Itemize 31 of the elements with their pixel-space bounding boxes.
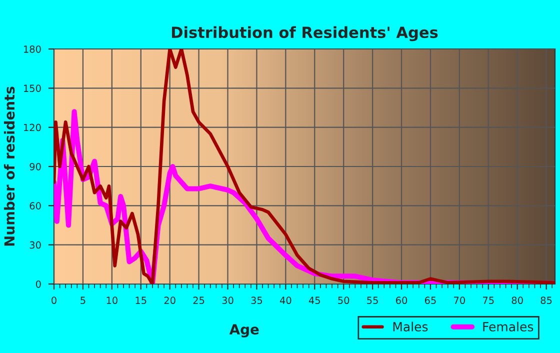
- x-tick-label: 20: [164, 296, 176, 304]
- x-tick-label: 40: [280, 296, 292, 304]
- x-tick-label: 10: [106, 296, 118, 304]
- y-tick-label: 180: [24, 45, 41, 53]
- y-tick-label: 60: [30, 202, 41, 210]
- legend-label: Males: [393, 322, 428, 332]
- chart-title: Distribution of Residents' Ages: [172, 26, 438, 42]
- y-axis-title: Number of residents: [4, 86, 15, 246]
- y-tick-label: 30: [30, 241, 41, 249]
- x-tick-label: 60: [396, 296, 408, 304]
- x-tick-label: 55: [367, 296, 378, 304]
- y-tick-label: 150: [24, 84, 41, 92]
- line-series: [54, 49, 555, 284]
- y-tick-label: 90: [30, 162, 41, 170]
- x-tick-label: 25: [193, 296, 204, 304]
- x-tick-label: 15: [136, 296, 146, 304]
- y-tick-label: 0: [36, 280, 41, 288]
- x-tick-label: 80: [512, 296, 523, 304]
- y-tick-label: 120: [24, 124, 41, 132]
- x-axis-title: Age: [229, 324, 259, 338]
- x-tick-label: 65: [424, 296, 436, 304]
- x-tick-label: 50: [338, 296, 350, 304]
- x-tick-label: 45: [308, 296, 320, 304]
- x-tick-label: 70: [454, 296, 465, 304]
- x-tick-label: 85: [540, 296, 552, 304]
- x-tick-label: 75: [483, 296, 494, 304]
- x-tick-label: 35: [251, 296, 262, 304]
- x-tick-label: 0: [52, 296, 56, 304]
- x-tick-label: 5: [80, 296, 86, 304]
- x-tick-label: 30: [222, 296, 234, 304]
- legend-label: Females: [483, 322, 534, 332]
